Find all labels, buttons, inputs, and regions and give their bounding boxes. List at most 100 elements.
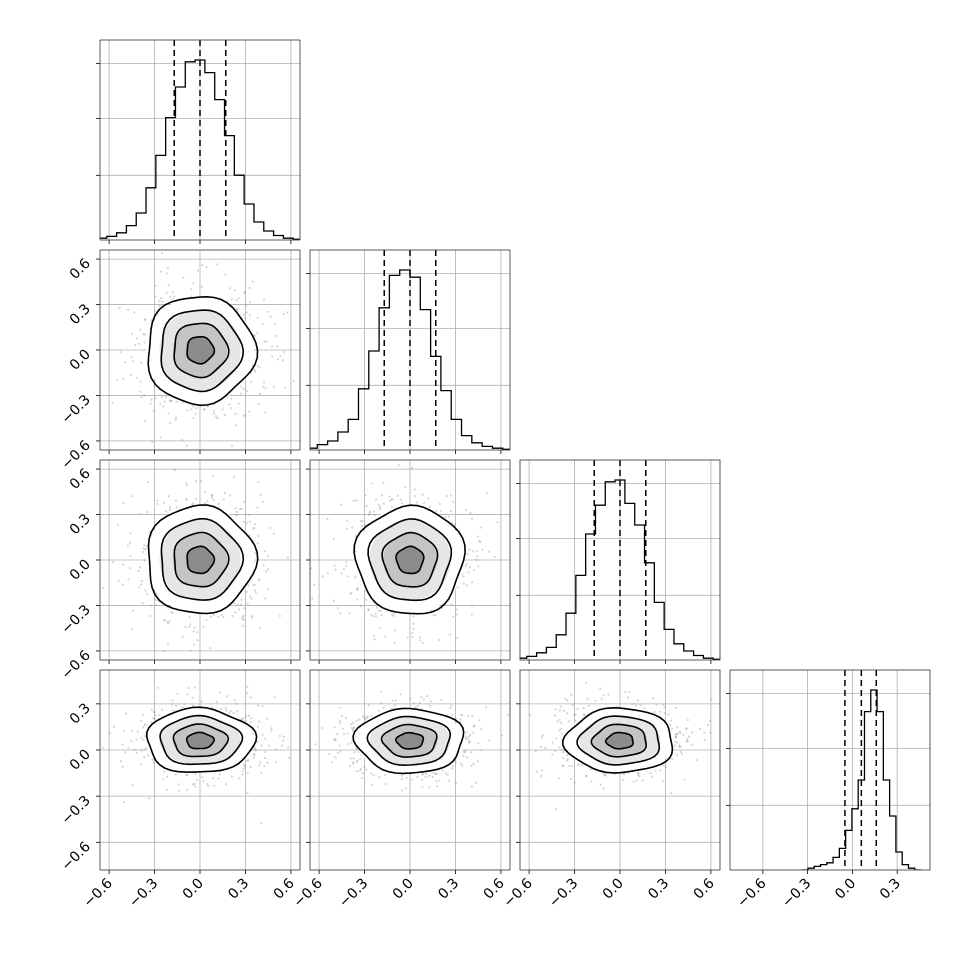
scatter-point [467, 571, 470, 574]
scatter-point [217, 777, 220, 780]
scatter-point [242, 767, 245, 770]
scatter-point [159, 402, 162, 405]
scatter-point [154, 284, 157, 287]
panel-frame [519, 459, 721, 661]
contour-line [186, 335, 216, 365]
scatter-point [288, 756, 291, 759]
scatter-point [263, 340, 266, 343]
scatter-point [380, 613, 383, 617]
scatter-point [340, 572, 343, 575]
scatter-point [283, 351, 286, 354]
scatter-point [210, 706, 214, 709]
scatter-point [101, 587, 105, 590]
scatter-point [244, 413, 247, 416]
contour-line [395, 545, 425, 575]
scatter-point [195, 407, 198, 410]
scatter-point [240, 507, 243, 510]
scatter-point [192, 630, 195, 633]
scatter-point [416, 704, 419, 708]
scatter-point [643, 707, 646, 710]
x-tick-label: 0.0 [832, 876, 859, 903]
scatter-point [117, 579, 120, 582]
scatter-point [562, 750, 565, 754]
scatter-point [263, 756, 267, 760]
scatter-point [201, 776, 204, 779]
scatter-point [250, 381, 253, 384]
density-fill [396, 732, 424, 749]
scatter-point [365, 768, 368, 771]
contour-line [604, 731, 634, 750]
scatter-point [138, 566, 141, 569]
scatter-point [382, 502, 385, 505]
scatter-point [267, 744, 271, 747]
scatter-point [338, 706, 341, 710]
scatter-point [146, 754, 150, 757]
scatter-point [451, 714, 454, 717]
scatter-point [356, 587, 359, 590]
scatter-point [635, 779, 638, 782]
scatter-point [193, 686, 196, 689]
scatter-point [163, 400, 166, 403]
scatter-point [661, 780, 664, 783]
panel-frame [519, 669, 721, 871]
scatter-point [217, 506, 220, 509]
density-fill [186, 336, 214, 364]
scatter-point [428, 505, 431, 508]
scatter-point [448, 706, 452, 710]
scatter-point [144, 317, 147, 321]
scatter-point [141, 602, 144, 605]
scatter-point [351, 728, 354, 731]
scatter-point [196, 269, 200, 272]
scatter-point [468, 740, 471, 743]
scatter-point [254, 749, 257, 752]
scatter-point [163, 619, 166, 622]
scatter-point [246, 685, 249, 689]
scatter-point [372, 615, 375, 618]
scatter-point [351, 762, 355, 765]
scatter-point [382, 481, 385, 484]
scatter-point [154, 598, 157, 602]
scatter-point [356, 588, 359, 591]
scatter-point [493, 555, 496, 558]
scatter-point [101, 746, 104, 749]
y-tick-label: 0.3 [67, 700, 94, 727]
scatter-point [161, 708, 164, 711]
scatter-point [339, 612, 342, 615]
scatter-point [473, 569, 476, 572]
scatter-point [352, 727, 355, 730]
scatter-point [220, 707, 223, 711]
x-tick-label: 0.6 [691, 875, 718, 902]
scatter-point [460, 713, 463, 716]
scatter-point [152, 761, 155, 764]
scatter-point [166, 620, 169, 624]
scatter-point [200, 285, 203, 288]
scatter-point [126, 308, 130, 311]
scatter-point [165, 510, 168, 513]
scatter-point [153, 710, 156, 714]
scatter-point [378, 507, 381, 511]
scatter-point [187, 625, 191, 628]
scatter-point [166, 266, 170, 269]
panel-frame [309, 249, 511, 451]
scatter-point [435, 509, 438, 512]
scatter-point [258, 626, 261, 630]
scatter-point [415, 501, 419, 504]
scatter-point [229, 494, 232, 497]
scatter-point [168, 508, 172, 511]
scatter-point [245, 311, 248, 314]
scatter-point [448, 665, 450, 667]
scatter-point [267, 568, 270, 571]
scatter-point [193, 782, 196, 786]
scatter-point [261, 323, 264, 326]
scatter-point [216, 263, 219, 266]
scatter-point [133, 748, 136, 751]
scatter-point [167, 283, 170, 287]
scatter-point [561, 765, 564, 768]
marginal-panel-4: −0.6 −0.3 0.0 0.3 [726, 669, 931, 911]
scatter-point [488, 550, 491, 553]
scatter-point [190, 288, 193, 291]
x-tick-label: −0.3 [546, 876, 581, 911]
x-tick-label: −0.3 [779, 876, 814, 911]
scatter-point [242, 607, 246, 610]
scatter-point [250, 717, 253, 720]
